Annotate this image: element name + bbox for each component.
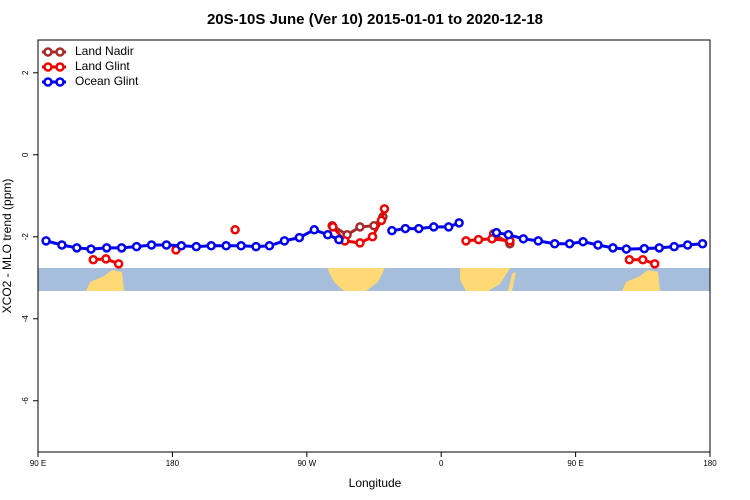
data-point [549, 238, 560, 249]
data-point [669, 241, 679, 252]
data-point [379, 204, 390, 214]
data-point [624, 254, 635, 265]
data-point [41, 236, 51, 246]
data-point [146, 240, 157, 250]
chart-title: 20S-10S June (Ver 10) 2015-01-01 to 2020… [207, 11, 543, 28]
data-point [116, 243, 127, 253]
data-point [161, 240, 172, 250]
data-point [428, 222, 439, 232]
data-point [367, 232, 378, 242]
data-point [101, 243, 112, 253]
data-point [191, 241, 202, 252]
data-point [443, 222, 454, 232]
data-point [309, 225, 320, 235]
plot-frame [37, 39, 711, 453]
legend-label: Land Glint [75, 59, 130, 73]
data-point [131, 241, 142, 252]
data-point [414, 223, 424, 234]
data-point [206, 241, 216, 251]
x-tick-label: 90 E [30, 459, 46, 468]
data-point [387, 225, 397, 236]
data-point [400, 223, 411, 234]
legend-marker [43, 62, 53, 72]
data-point [503, 229, 514, 240]
data-point [322, 229, 333, 240]
data-point [608, 243, 618, 253]
data-point [88, 254, 99, 265]
data-point [294, 232, 305, 243]
legend-label: Land Nadir [75, 44, 134, 58]
legend-marker [43, 47, 53, 57]
y-tick-label: 0 [21, 152, 30, 157]
data-point [101, 254, 111, 264]
legend-label: Ocean Glint [75, 74, 139, 88]
data-point [355, 222, 365, 232]
y-tick-label: -4 [21, 315, 30, 323]
data-point [279, 236, 290, 246]
data-point [72, 243, 82, 253]
legend-marker [43, 77, 53, 87]
data-point [682, 240, 693, 250]
legend-marker [55, 47, 65, 57]
legend-marker [55, 62, 65, 72]
data-point [236, 241, 246, 251]
data-point [461, 236, 471, 246]
x-tick-label: 0 [439, 459, 444, 468]
x-axis-label: Longitude [349, 476, 402, 490]
data-point [113, 259, 124, 269]
data-point [564, 238, 575, 249]
data-point [491, 227, 502, 238]
data-point [639, 243, 650, 254]
data-point [376, 215, 387, 226]
data-point [518, 234, 529, 244]
map-strip [38, 268, 710, 291]
x-tick-label: 90 W [297, 459, 316, 468]
data-point [487, 234, 497, 244]
data-point [86, 244, 96, 254]
y-tick-label: -6 [21, 397, 30, 405]
data-point [251, 241, 261, 252]
legend-marker [55, 77, 65, 87]
data-point [578, 236, 588, 247]
x-tick-label: 180 [703, 459, 717, 468]
data-point [654, 243, 664, 253]
y-tick-label: 2 [21, 70, 30, 75]
data-point [355, 238, 365, 248]
x-tick-label: 180 [166, 459, 180, 468]
data-point [57, 240, 67, 250]
x-tick-label: 90 E [567, 459, 583, 468]
data-point [221, 241, 231, 251]
y-tick-label: -2 [21, 233, 30, 241]
data-point [328, 222, 338, 232]
data-point [334, 234, 344, 245]
data-point [264, 241, 275, 251]
data-point [176, 241, 187, 251]
data-point [638, 254, 648, 265]
data-point [649, 259, 660, 269]
data-point [697, 238, 708, 249]
data-point [454, 218, 464, 228]
data-point [533, 236, 544, 246]
data-point [230, 225, 240, 235]
data-point [621, 244, 632, 254]
data-point [473, 234, 484, 245]
data-point [593, 240, 603, 250]
y-axis-label: XCO2 - MLO trend (ppm) [0, 179, 14, 314]
